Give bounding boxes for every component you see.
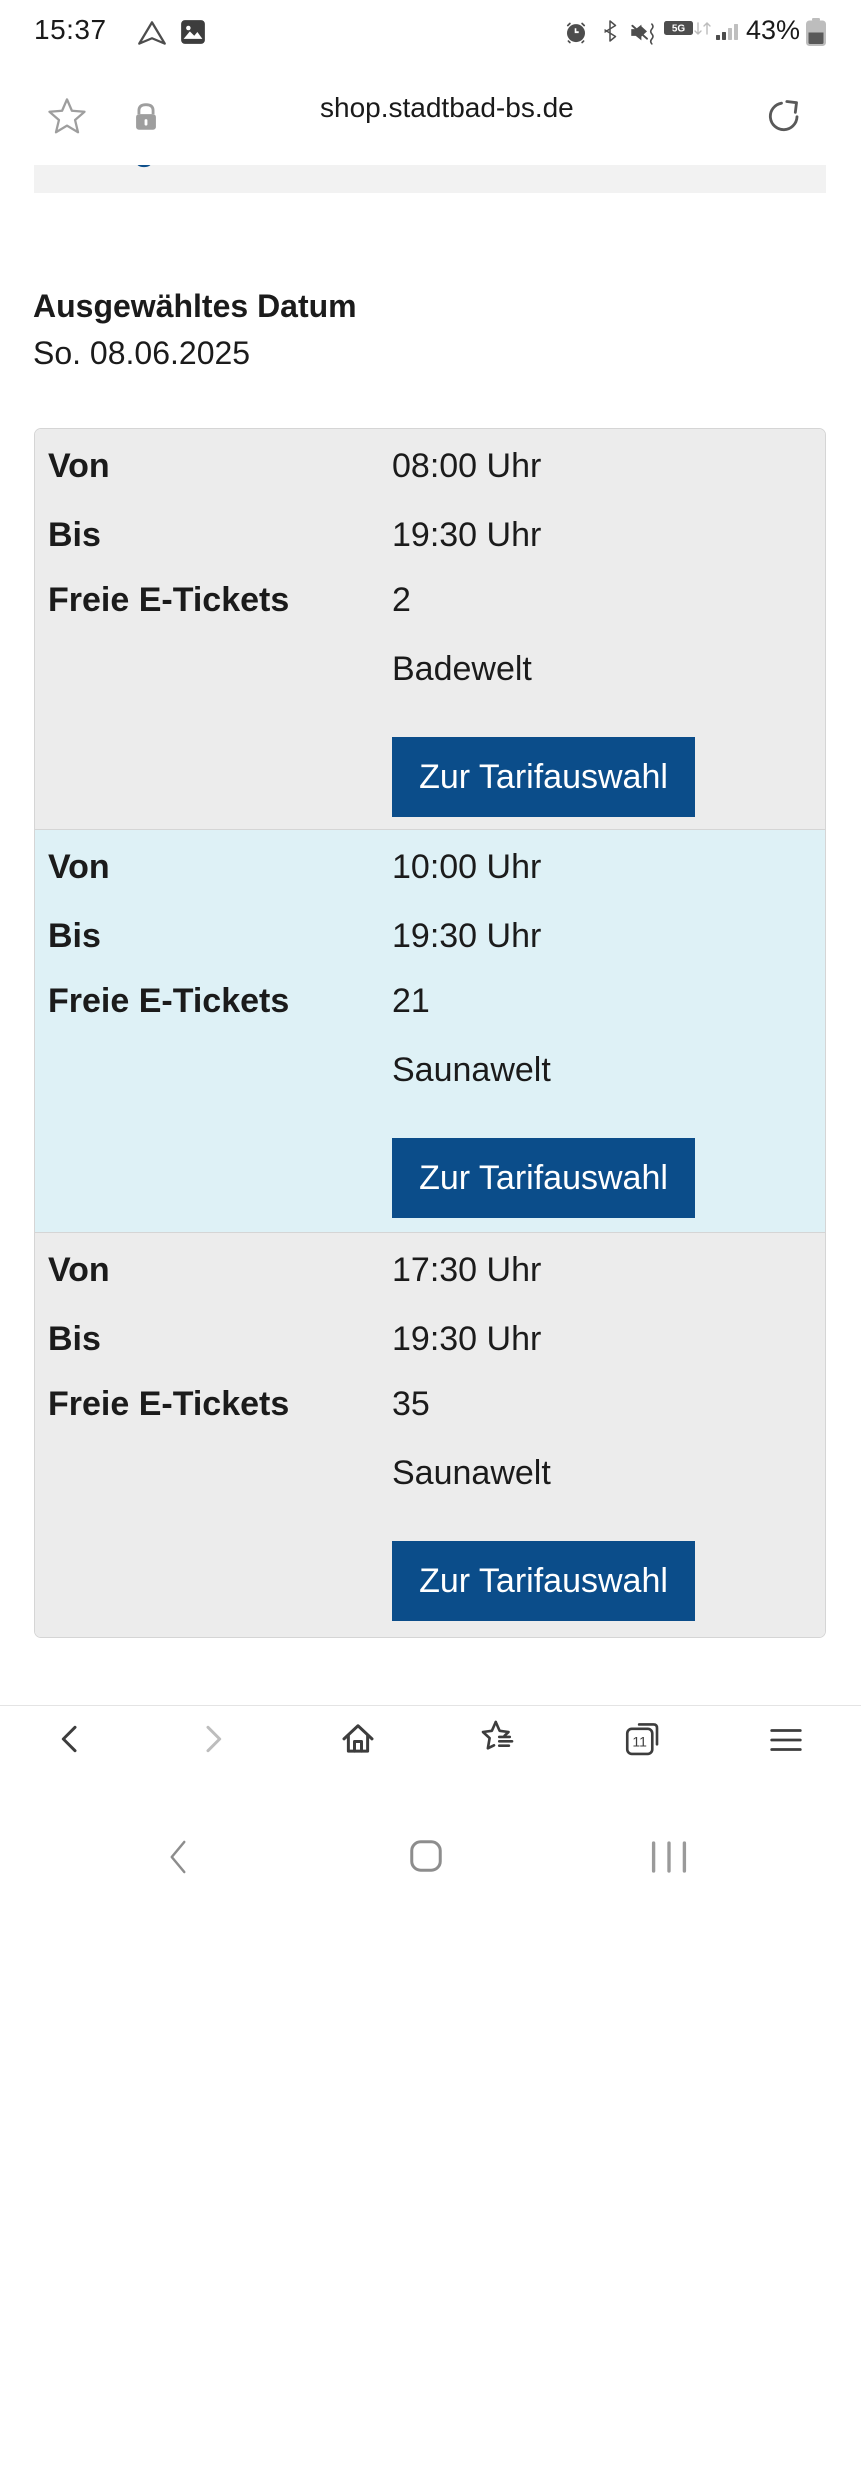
svg-text:11: 11 xyxy=(632,1734,647,1750)
svg-text:5G: 5G xyxy=(672,24,686,35)
